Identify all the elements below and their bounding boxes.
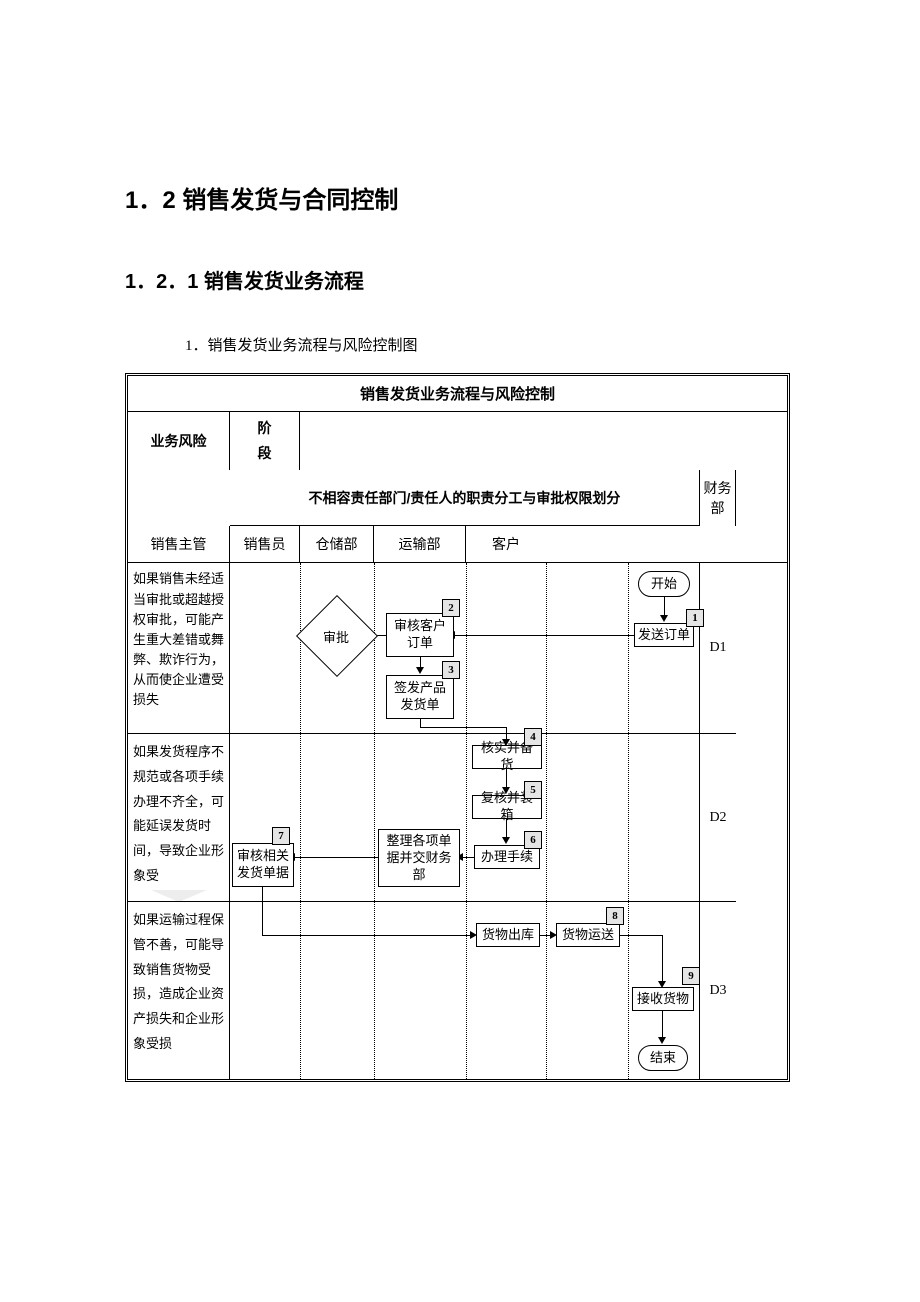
badge-9: 9 [682,967,700,985]
col-dept-group: 不相容责任部门/责任人的职责分工与审批权限划分 [230,470,700,526]
node-receive-goods: 接收货物 [632,987,694,1011]
node-verify-stock: 核实并备货 [472,745,542,769]
badge-8: 8 [606,907,624,925]
node-audit-docs: 审核相关 发货单据 [232,843,294,887]
badge-6: 6 [524,831,542,849]
table-title: 销售发货业务流程与风险控制 [128,376,787,412]
heading-2: 1．2．1 销售发货业务流程 [125,265,795,294]
col-risk: 业务风险 [128,412,230,470]
node-goods-ship: 货物运送 [556,923,620,947]
badge-5: 5 [524,781,542,799]
badge-1: 1 [686,609,704,627]
flowchart-container: 销售发货业务流程与风险控制 业务风险 不相容责任部门/责任人的职责分工与审批权限… [125,373,790,1082]
risk-cell-1: 如果销售未经适当审批或超越授权审批，可能产生重大差错或舞弊、欺诈行为，从而使企业… [128,563,230,733]
stage-d1: D1 [700,563,736,733]
node-organize-docs: 整理各项单据并交财务部 [378,829,460,887]
col-warehouse: 仓储部 [300,526,374,562]
node-issue-delivery: 签发产品发货单 [386,675,454,719]
badge-2: 2 [442,599,460,617]
node-goods-out: 货物出库 [476,923,540,947]
col-stage: 阶 段 [230,412,300,470]
table-body: 如果销售未经适当审批或超越授权审批，可能产生重大差错或舞弊、欺诈行为，从而使企业… [128,563,787,1079]
stage-d3: D3 [700,901,736,1079]
node-start: 开始 [638,571,690,597]
node-approve-label: 审批 [306,627,366,646]
figure-caption: 1．销售发货业务流程与风险控制图 [185,334,795,355]
col-sales-mgr: 销售主管 [128,526,230,562]
risk-cell-2: 如果发货程序不规范或各项手续办理不齐全，可能延误发货时间，导致企业形象受 [128,733,230,901]
risk-cell-3: 如果运输过程保管不善，可能导致销售货物受损，造成企业资产损失和企业形象受损 [128,901,230,1079]
col-sales-rep: 销售员 [230,526,300,562]
col-transport: 运输部 [374,526,466,562]
heading-1: 1．2 销售发货与合同控制 [125,180,795,215]
col-finance: 财务部 [700,470,736,526]
node-end: 结束 [638,1045,688,1071]
badge-7: 7 [272,827,290,845]
col-customer: 客户 [466,526,546,562]
table-header: 业务风险 不相容责任部门/责任人的职责分工与审批权限划分 阶 段 财务部 销售主… [128,412,787,563]
badge-3: 3 [442,661,460,679]
swimlane-area: 开始 1 发送订单 2 审核客户订单 审批 3 签发产品发货单 [230,563,700,1079]
node-review-order: 审核客户订单 [386,613,454,657]
badge-4: 4 [524,728,542,746]
stage-d2: D2 [700,733,736,901]
node-send-order: 发送订单 [634,623,694,647]
document-page: 1．2 销售发货与合同控制 1．2．1 销售发货业务流程 1．销售发货业务流程与… [0,0,920,1142]
